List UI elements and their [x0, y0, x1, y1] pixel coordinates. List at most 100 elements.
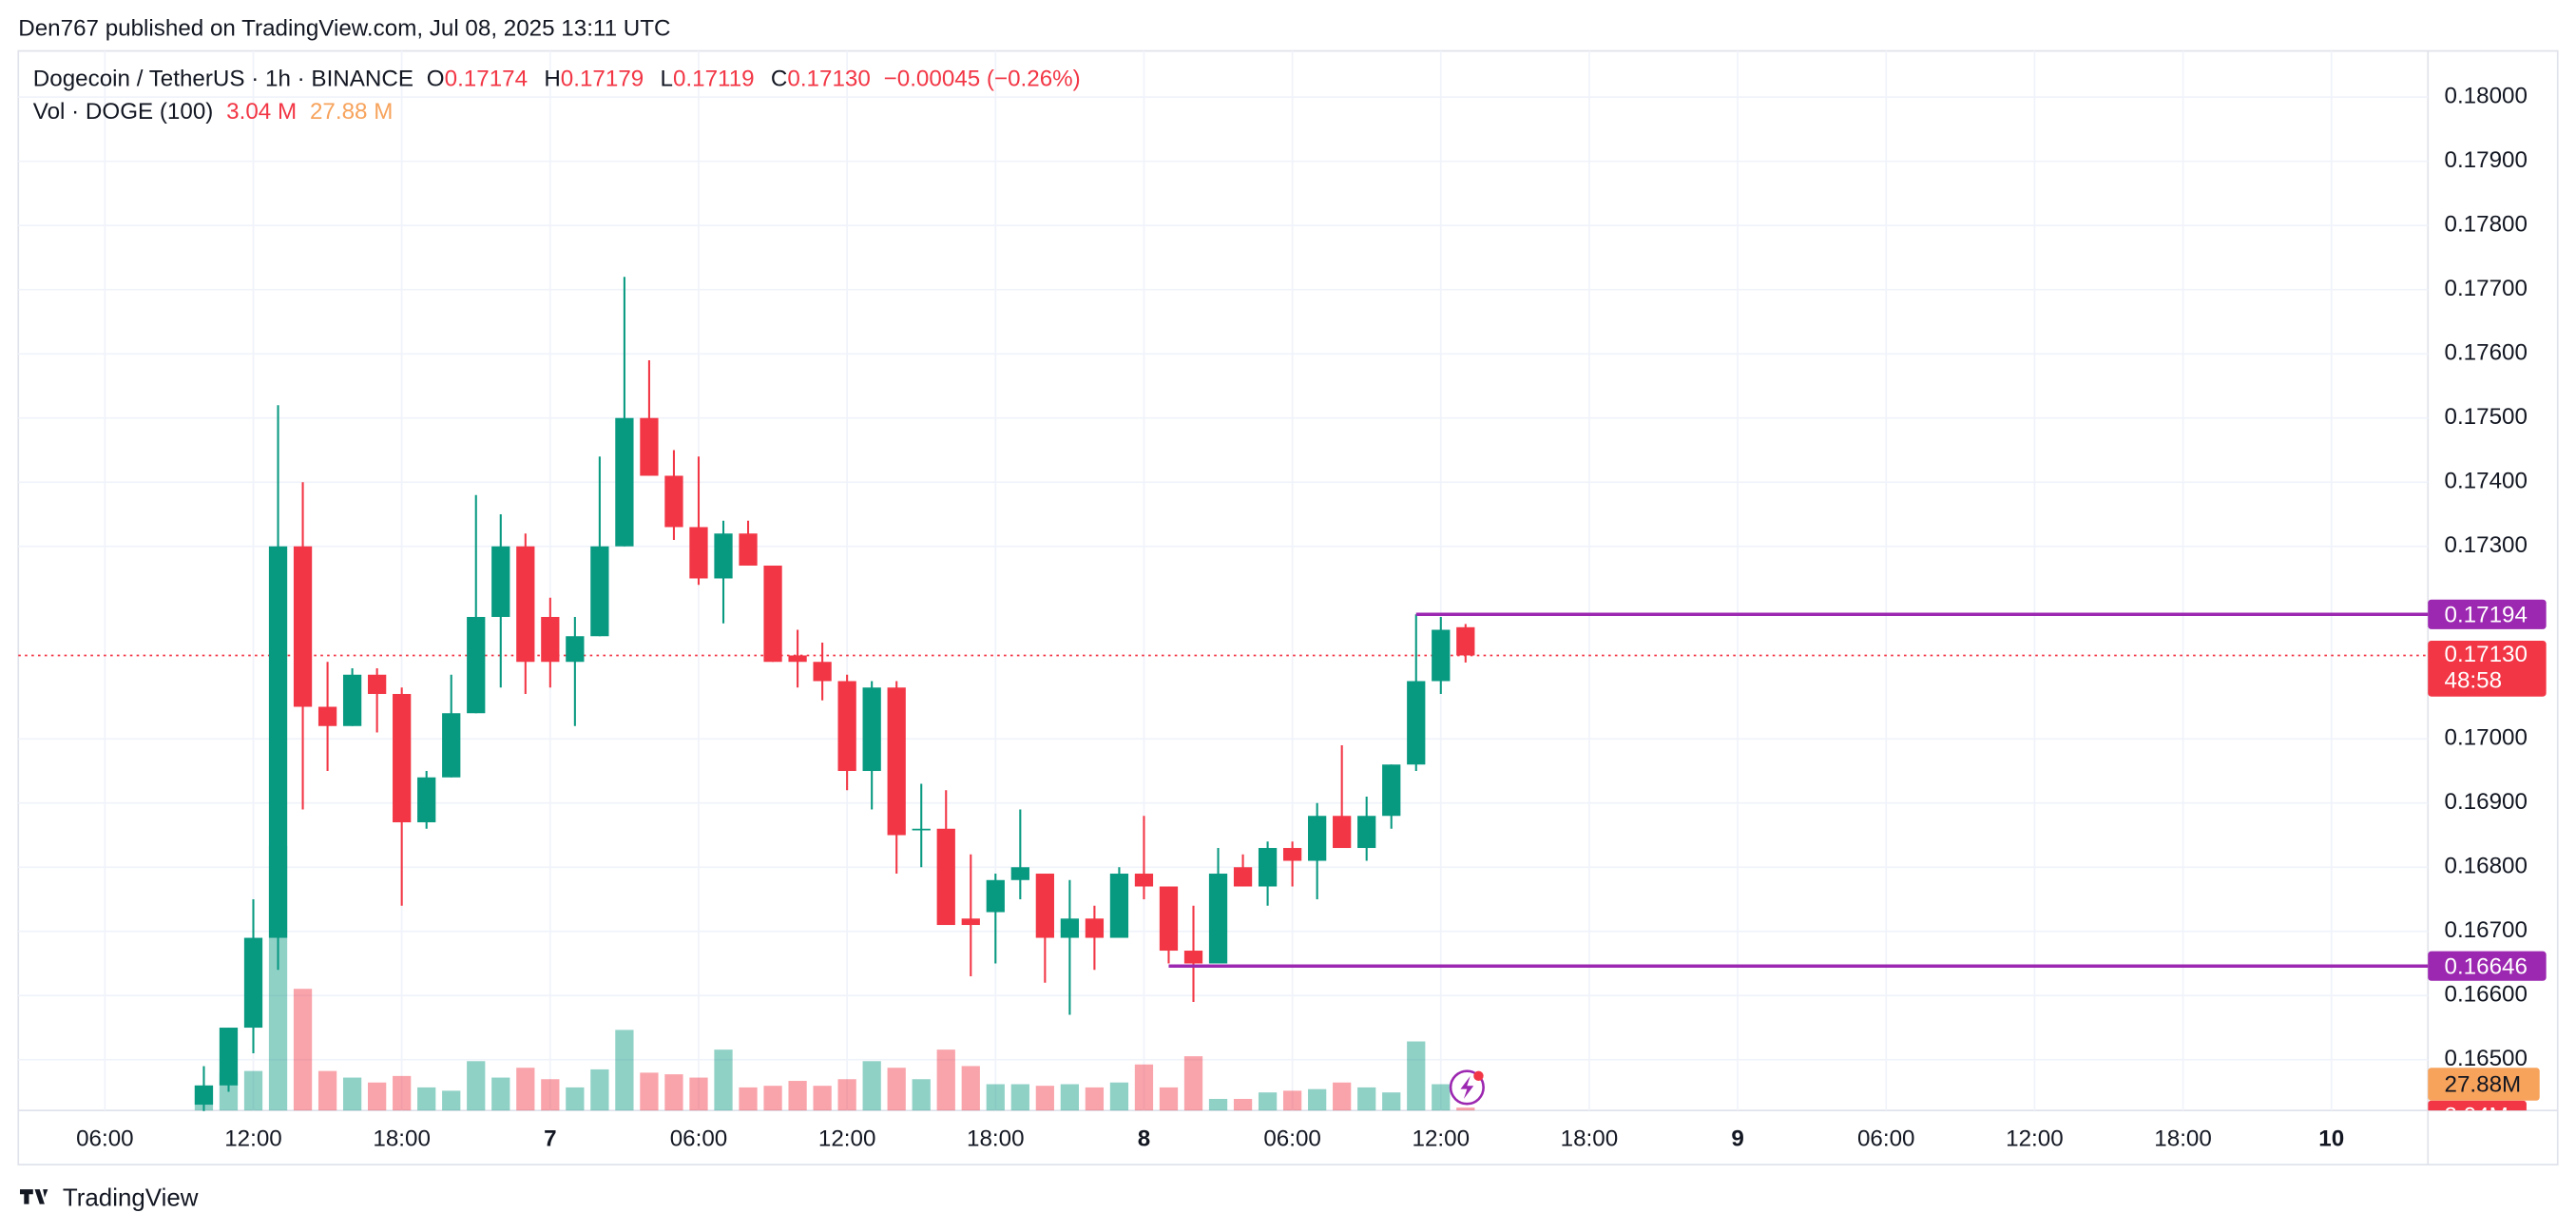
symbol-title: Dogecoin / TetherUS · 1h · BINANCE — [33, 67, 413, 92]
candle-body — [837, 681, 856, 772]
y-tick-label: 0.17400 — [2445, 469, 2528, 494]
candle-body — [317, 706, 337, 726]
x-tick-label: 12:00 — [1413, 1126, 1471, 1152]
volume-bar — [936, 1049, 955, 1111]
candle-body — [293, 546, 313, 707]
volume-bar — [1308, 1088, 1327, 1111]
volume-bar — [1333, 1082, 1352, 1111]
candle-body — [1308, 816, 1327, 861]
x-tick-label: 18:00 — [2154, 1126, 2212, 1152]
candle-body — [1258, 848, 1278, 887]
x-tick-label: 06:00 — [1857, 1126, 1915, 1152]
y-tick-label: 0.17900 — [2445, 147, 2528, 173]
volume-bar — [664, 1074, 683, 1111]
ohlc-value: 0.17119 — [673, 67, 755, 92]
volume-last-tag-box — [2428, 1100, 2527, 1111]
volume-bar — [1233, 1099, 1253, 1111]
x-tick-label: 12:00 — [2006, 1126, 2064, 1152]
volume-bar — [1060, 1084, 1080, 1111]
candle-body — [1407, 681, 1426, 765]
volume-bar — [986, 1084, 1005, 1111]
volume-bar — [714, 1049, 733, 1111]
candle-body — [986, 879, 1005, 913]
x-tick-label: 12:00 — [818, 1126, 876, 1152]
volume-bar — [912, 1079, 931, 1111]
brand-logo — [19, 1189, 48, 1204]
level-tag — [2428, 599, 2547, 629]
candle-body — [1134, 874, 1154, 887]
volume-bar — [615, 1030, 634, 1111]
candle-body — [1456, 626, 1475, 656]
volume-bar — [317, 1070, 337, 1111]
realtime-bolt — [1460, 1075, 1474, 1100]
candle-body — [268, 546, 288, 938]
candle-body — [1357, 816, 1376, 849]
candle-body — [541, 616, 560, 663]
volume-bar — [689, 1077, 708, 1111]
candle-body — [1183, 951, 1203, 964]
ohlc-key: L — [661, 67, 673, 92]
volume-bar — [1258, 1092, 1278, 1111]
x-tick-label: 06:00 — [76, 1126, 134, 1152]
candle-body — [615, 417, 634, 547]
volume-bar — [763, 1086, 782, 1111]
volume-bar — [1282, 1090, 1302, 1111]
candle-body — [912, 828, 931, 831]
volume-bar — [887, 1068, 906, 1111]
ohlc-value: 0.17179 — [561, 67, 644, 92]
volume-bar — [342, 1077, 362, 1111]
volume-bar — [516, 1068, 535, 1111]
volume-bar — [293, 989, 313, 1111]
x-tick-label: 12:00 — [224, 1126, 282, 1152]
x-tick-label: 06:00 — [1263, 1126, 1321, 1152]
candle-body — [393, 693, 412, 823]
x-tick-label: 7 — [544, 1126, 556, 1152]
y-tick-label: 0.17600 — [2445, 340, 2528, 366]
y-tick-label: 0.18000 — [2445, 84, 2528, 109]
candle-body — [516, 546, 535, 663]
candle-body — [1382, 764, 1401, 817]
candle-body — [442, 713, 461, 778]
candle-body — [1282, 848, 1302, 861]
candle-body — [368, 674, 387, 694]
candle-body — [689, 527, 708, 579]
level-label: 0.16646 — [2445, 953, 2528, 979]
volume-bar — [368, 1082, 387, 1111]
candle-body — [1060, 918, 1080, 938]
candle-body — [1109, 874, 1129, 938]
y-tick-label: 0.17300 — [2445, 532, 2528, 558]
volume-bar — [590, 1068, 609, 1111]
volume-bar — [739, 1087, 758, 1111]
level-label: 0.17194 — [2445, 602, 2528, 627]
volume-bars — [194, 845, 1475, 1111]
candles — [194, 277, 1475, 1111]
candle-body — [194, 1085, 214, 1106]
countdown-label: 48:58 — [2445, 668, 2503, 694]
volume-bar — [442, 1090, 461, 1111]
candle-body — [862, 687, 881, 772]
brand: TradingView — [19, 1184, 199, 1211]
x-tick-label: 18:00 — [1561, 1126, 1619, 1152]
volume-bar — [1159, 1087, 1179, 1111]
candle-body — [1010, 867, 1029, 880]
y-tick-label: 0.16600 — [2445, 982, 2528, 1008]
candle-body — [243, 937, 263, 1029]
volume-bar — [788, 1081, 807, 1111]
volume-bar — [393, 1075, 412, 1111]
last-price-tag — [2428, 640, 2547, 697]
y-tick-label: 0.17500 — [2445, 404, 2528, 430]
brand-name: TradingView — [63, 1184, 199, 1211]
y-tick-label: 0.17000 — [2445, 725, 2528, 751]
ohlc-key: O — [427, 67, 445, 92]
volume-legend: Vol · DOGE (100) 3.04 M 27.88 M — [33, 100, 394, 125]
last-price-label: 0.17130 — [2445, 642, 2528, 667]
volume-bar — [1456, 1107, 1475, 1111]
candle-body — [664, 475, 683, 528]
candle-body — [342, 674, 362, 726]
realtime-dot — [1473, 1070, 1484, 1082]
x-tick-label: 06:00 — [670, 1126, 728, 1152]
candle-body — [417, 777, 436, 823]
ohlc-key: H — [544, 67, 560, 92]
volume-name: Vol · DOGE (100) — [33, 100, 214, 125]
